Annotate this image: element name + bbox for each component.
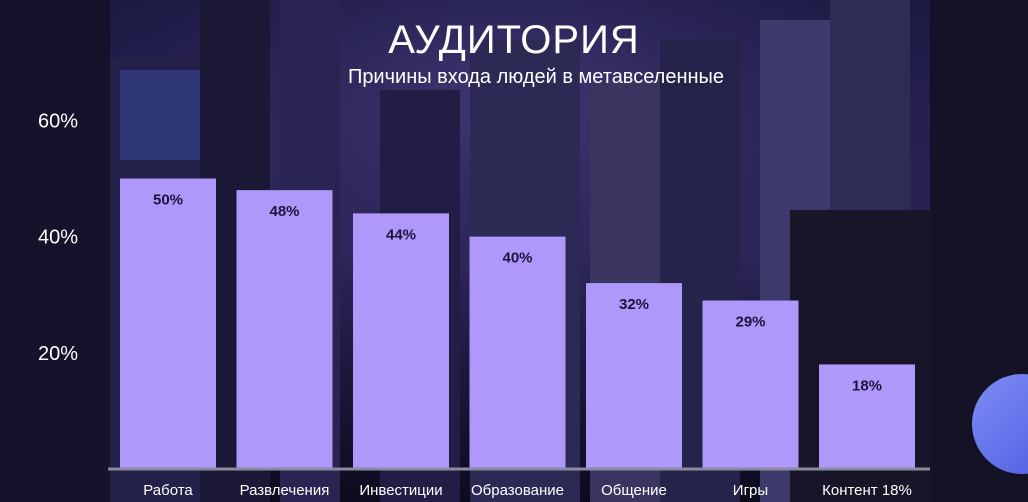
bars: 50% 48% 44% 40% 32% 29% 18%: [120, 178, 915, 469]
y-tick-label: 40%: [38, 227, 78, 249]
bar-value-label: 50%: [153, 192, 183, 209]
x-tick-label: Развлечения: [240, 482, 330, 499]
bar-value-label: 32%: [619, 296, 649, 313]
bar: [353, 213, 449, 469]
x-tick-label: Контент 18%: [822, 482, 912, 499]
bar: [120, 178, 216, 469]
bar-value-label: 29%: [735, 314, 765, 331]
x-tick-label: Игры: [733, 482, 768, 499]
bar: [586, 283, 682, 469]
x-tick-label: Работа: [143, 482, 193, 499]
bar-value-label: 48%: [269, 203, 299, 220]
x-tick-label: Общение: [601, 482, 667, 499]
bar: [236, 190, 333, 469]
x-axis: Работа Развлечения Инвестиции Образование Об…: [143, 482, 912, 499]
bar-value-label: 18%: [852, 377, 882, 394]
x-tick-label: Инвестиции: [359, 482, 442, 499]
bar-value-label: 44%: [386, 226, 416, 243]
y-tick-label: 20%: [38, 343, 78, 365]
y-axis: 20% 40% 60%: [38, 110, 78, 364]
bar: [702, 300, 799, 469]
bar-value-label: 40%: [502, 250, 532, 267]
bar: [469, 236, 566, 469]
y-tick-label: 60%: [38, 110, 78, 132]
page-title: АУДИТОРИЯ: [388, 18, 640, 62]
page-subtitle: Причины входа людей в метавселенные: [347, 66, 725, 88]
bar: [819, 364, 915, 469]
x-tick-label: Образование: [471, 482, 564, 499]
accent-circle: [972, 374, 1028, 474]
